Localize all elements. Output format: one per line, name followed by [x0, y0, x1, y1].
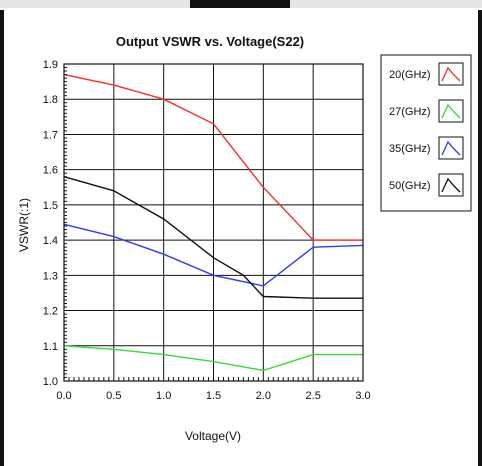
- legend-label: 27(GHz): [389, 106, 431, 118]
- y-tick-label: 1.2: [43, 306, 58, 318]
- series-line-20(GHz): [63, 73, 363, 241]
- legend: 20(GHz) 27(GHz) 35(GHz) 50(GHz): [380, 54, 472, 212]
- y-tick-label: 1.5: [43, 200, 58, 212]
- legend-swatch-box: [438, 173, 464, 197]
- legend-swatch-line: [441, 103, 461, 119]
- legend-swatch-box: [438, 62, 464, 86]
- legend-swatch-line: [441, 140, 461, 156]
- series-line-35(GHz): [63, 223, 364, 287]
- y-tick-label: 1.0: [43, 376, 58, 388]
- legend-swatch-line: [441, 66, 461, 82]
- x-tick-label: 2.5: [306, 390, 321, 402]
- series-line-27(GHz): [63, 345, 363, 372]
- x-tick-label: 2.0: [256, 390, 271, 402]
- x-tick-label: 1.5: [206, 390, 221, 402]
- y-tick-label: 1.3: [43, 270, 58, 282]
- x-tick-label: 0.5: [106, 390, 121, 402]
- legend-swatch-box: [438, 99, 464, 123]
- chart-title: Output VSWR vs. Voltage(S22): [116, 34, 304, 49]
- legend-label: 20(GHz): [389, 69, 431, 81]
- y-tick-label: 1.4: [43, 235, 58, 247]
- left-border: [0, 10, 4, 466]
- legend-swatch-line: [441, 177, 461, 193]
- plot-border: [63, 63, 364, 382]
- y-tick-label: 1.8: [43, 94, 58, 106]
- x-tick-label: 1.0: [156, 390, 171, 402]
- legend-swatch-box: [438, 136, 464, 160]
- y-tick-label: 1.6: [43, 165, 58, 177]
- grid: [63, 63, 364, 382]
- x-axis-label: Voltage(V): [185, 429, 241, 443]
- right-border: [478, 10, 482, 466]
- y-axis-label: VSWR(:1): [17, 198, 31, 252]
- series-layer: [63, 73, 364, 372]
- top-tab: [190, 0, 290, 8]
- x-tick-label: 0.0: [56, 390, 71, 402]
- y-tick-label: 1.1: [43, 341, 58, 353]
- legend-label: 50(GHz): [389, 180, 431, 192]
- y-tick-label: 1.7: [43, 129, 58, 141]
- axis-layer: 1.0 1.1 1.2 1.3 1.4 1.5 1.6 1.7 1.8 1.9 0.0 0.5 1.0 1…: [43, 59, 371, 402]
- y-tick-label: 1.9: [43, 59, 58, 71]
- x-tick-label: 3.0: [355, 390, 370, 402]
- legend-label: 35(GHz): [389, 143, 431, 155]
- series-line-50(GHz): [63, 176, 363, 299]
